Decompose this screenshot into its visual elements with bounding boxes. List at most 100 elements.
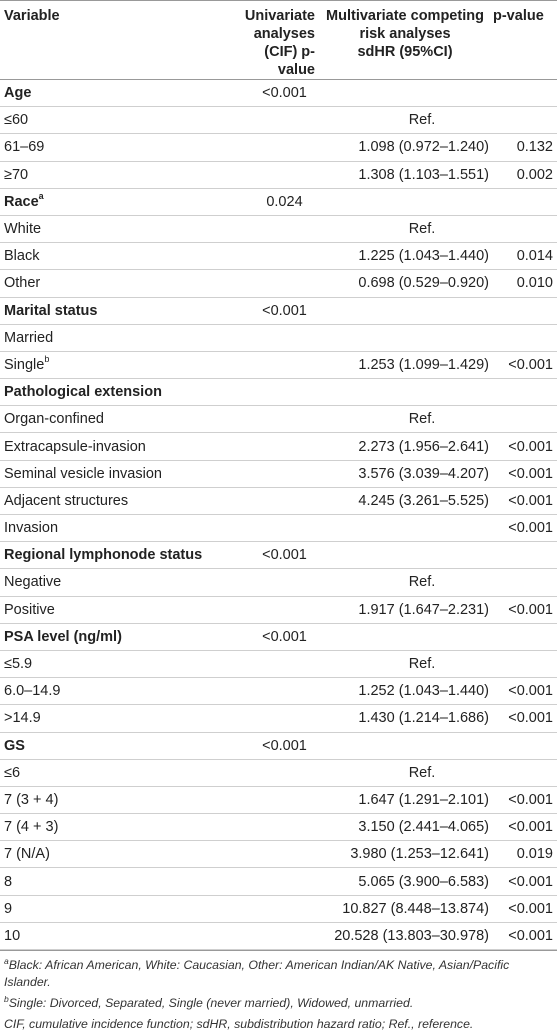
header-multivariate: Multivariate competing risk analyses sdH… <box>317 0 493 80</box>
sdhr-value: Ref. <box>317 405 493 434</box>
variable-level-label: 9 <box>0 895 232 923</box>
sdhr-value: 1.647 (1.291–2.101) <box>317 786 493 815</box>
sdhr-value <box>317 378 493 407</box>
variable-text: Invasion <box>4 520 59 537</box>
variable-group-label: Marital status <box>0 297 232 325</box>
variable-text: 7 (4 + 3) <box>4 819 59 836</box>
multivariate-pvalue: 0.010 <box>493 269 557 298</box>
variable-level-label: Extracapsule-invasion <box>0 432 232 461</box>
sdhr-value: 3.576 (3.039–4.207) <box>317 460 493 488</box>
variable-level-label: Other <box>0 269 232 298</box>
multivariate-pvalue: <0.001 <box>493 677 557 706</box>
multivariate-pvalue <box>493 650 557 679</box>
sdhr-value: 1.430 (1.214–1.686) <box>317 704 493 733</box>
variable-text: ≤60 <box>4 112 29 129</box>
multivariate-pvalue: 0.019 <box>493 840 557 869</box>
table-row: Regional lymphonode status <0.001 <box>0 541 557 570</box>
univariate-pvalue <box>232 759 317 787</box>
sdhr-value <box>317 297 493 325</box>
sdhr-value <box>317 188 493 216</box>
variable-text: ≤5.9 <box>4 656 33 673</box>
footnote: CIF, cumulative incidence function; sdHR… <box>4 1016 553 1033</box>
sdhr-value: 1.098 (0.972–1.240) <box>317 133 493 162</box>
footnote: bSingle: Divorced, Separated, Single (ne… <box>4 995 553 1012</box>
table-row: Invasion <0.001 <box>0 514 557 543</box>
multivariate-pvalue: <0.001 <box>493 895 557 923</box>
table-row: Marital status <0.001 <box>0 297 557 325</box>
table-row: Seminal vesicle invasion 3.576 (3.039–4.2… <box>0 460 557 488</box>
sdhr-value: Ref. <box>317 106 493 135</box>
variable-level-label: Negative <box>0 568 232 597</box>
footnote-marker: b <box>4 993 9 1004</box>
variable-text: 61–69 <box>4 139 45 156</box>
variable-level-label: Invasion <box>0 514 232 543</box>
variable-text: 9 <box>4 900 13 917</box>
variable-level-label: White <box>0 215 232 244</box>
footnote-marker: a <box>4 955 9 966</box>
univariate-pvalue: <0.001 <box>232 79 317 108</box>
table-row: 8 5.065 (3.900–6.583) <0.001 <box>0 867 557 896</box>
table-row: 7 (3 + 4) 1.647 (1.291–2.101) <0.001 <box>0 786 557 815</box>
table-row: Racea 0.024 <box>0 188 557 216</box>
multivariate-pvalue <box>493 297 557 325</box>
variable-level-label: >14.9 <box>0 704 232 733</box>
variable-level-label: 61–69 <box>0 133 232 162</box>
multivariate-pvalue: 0.014 <box>493 242 557 271</box>
sdhr-value: 1.253 (1.099–1.429) <box>317 351 493 380</box>
variable-level-label: 8 <box>0 867 232 896</box>
multivariate-pvalue: <0.001 <box>493 514 557 543</box>
footnote-text: Single: Divorced, Separated, Single (nev… <box>8 996 414 1010</box>
table-row: 9 10.827 (8.448–13.874) <0.001 <box>0 895 557 923</box>
multivariate-pvalue: <0.001 <box>493 596 557 624</box>
header-variable: Variable <box>0 0 232 80</box>
univariate-pvalue <box>232 813 317 842</box>
sdhr-value <box>317 541 493 570</box>
table-row: Negative Ref. <box>0 568 557 597</box>
multivariate-pvalue: <0.001 <box>493 786 557 815</box>
univariate-pvalue: 0.024 <box>232 188 317 216</box>
table-row: 7 (N/A) 3.980 (1.253–12.641) 0.019 <box>0 840 557 869</box>
univariate-pvalue <box>232 568 317 597</box>
sdhr-value: 0.698 (0.529–0.920) <box>317 269 493 298</box>
variable-text: Single <box>4 356 45 373</box>
sdhr-value <box>317 79 493 108</box>
variable-level-label: 6.0–14.9 <box>0 677 232 706</box>
univariate-pvalue <box>232 514 317 543</box>
multivariate-pvalue <box>493 324 557 352</box>
variable-group-label: Age <box>0 79 232 108</box>
sdhr-value: 1.252 (1.043–1.440) <box>317 677 493 706</box>
multivariate-pvalue <box>493 106 557 135</box>
univariate-pvalue <box>232 269 317 298</box>
table-row: Married <box>0 324 557 352</box>
variable-text: Pathological extension <box>4 384 162 401</box>
univariate-pvalue <box>232 677 317 706</box>
table-row: Age <0.001 <box>0 79 557 108</box>
multivariate-pvalue <box>493 79 557 108</box>
univariate-pvalue: <0.001 <box>232 732 317 760</box>
variable-level-label: 7 (4 + 3) <box>0 813 232 842</box>
sdhr-value: Ref. <box>317 759 493 787</box>
multivariate-pvalue <box>493 405 557 434</box>
variable-text: 6.0–14.9 <box>4 683 61 700</box>
multivariate-pvalue: 0.132 <box>493 133 557 162</box>
multivariate-pvalue: 0.002 <box>493 161 557 189</box>
footnote-text: CIF, cumulative incidence function; sdHR… <box>4 1017 474 1031</box>
variable-group-label: Racea <box>0 188 232 216</box>
sdhr-value <box>317 324 493 352</box>
variable-level-label: Married <box>0 324 232 352</box>
variable-text: ≥70 <box>4 166 29 183</box>
variable-text: Adjacent structures <box>4 492 129 509</box>
variable-text: Marital status <box>4 302 98 319</box>
multivariate-pvalue: <0.001 <box>493 867 557 896</box>
table-row: ≤60 Ref. <box>0 106 557 135</box>
table-row: ≥70 1.308 (1.103–1.551) 0.002 <box>0 161 557 189</box>
multivariate-pvalue <box>493 732 557 760</box>
multivariate-pvalue: <0.001 <box>493 922 557 951</box>
variable-group-label: Pathological extension <box>0 378 232 407</box>
variable-level-label: Positive <box>0 596 232 624</box>
multivariate-pvalue <box>493 568 557 597</box>
variable-text: >14.9 <box>4 710 41 727</box>
univariate-pvalue <box>232 840 317 869</box>
sdhr-value <box>317 623 493 651</box>
